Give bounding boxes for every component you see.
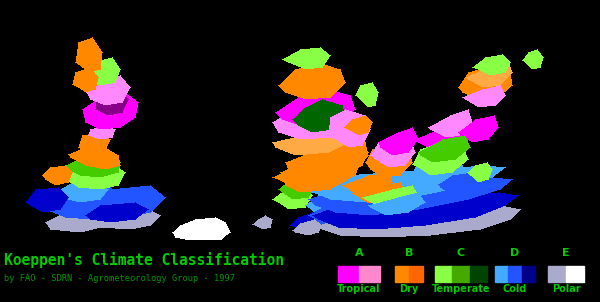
Text: by FAO - SDRN - Agrometeorology Group - 1997: by FAO - SDRN - Agrometeorology Group - …: [4, 274, 235, 283]
Text: C: C: [457, 248, 465, 258]
Text: E: E: [562, 248, 570, 258]
Bar: [548, 266, 566, 282]
Text: Tropical: Tropical: [337, 284, 381, 294]
Bar: [338, 266, 359, 282]
Bar: [566, 266, 584, 282]
Text: Cold: Cold: [503, 284, 527, 294]
Text: Dry: Dry: [400, 284, 419, 294]
Bar: [508, 266, 521, 282]
Bar: [495, 266, 508, 282]
Text: D: D: [511, 248, 520, 258]
Bar: [435, 266, 452, 282]
Text: A: A: [355, 248, 364, 258]
Bar: [395, 266, 409, 282]
Bar: [359, 266, 380, 282]
Bar: [452, 266, 470, 282]
Bar: [470, 266, 487, 282]
Text: Temperate: Temperate: [432, 284, 490, 294]
Bar: [409, 266, 423, 282]
Text: B: B: [405, 248, 413, 258]
Text: Koeppen's Climate Classification: Koeppen's Climate Classification: [4, 252, 284, 268]
Text: Polar: Polar: [551, 284, 580, 294]
Bar: [521, 266, 535, 282]
